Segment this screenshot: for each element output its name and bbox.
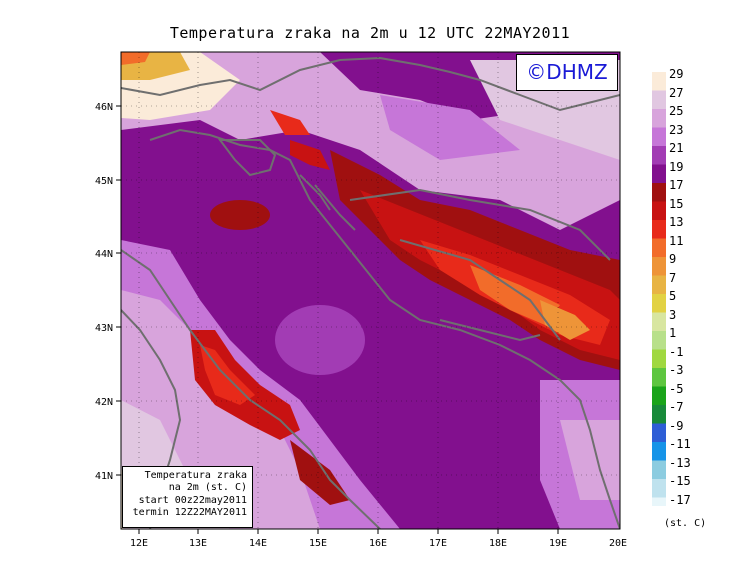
- y-tick-label: 43N: [95, 323, 113, 334]
- colorbar-swatch: [652, 72, 666, 91]
- colorbar-label: 5: [669, 289, 677, 303]
- x-tick-label: 13E: [189, 538, 207, 549]
- colorbar-label: 3: [669, 307, 677, 322]
- colorbar-swatch: [652, 220, 666, 239]
- x-tick-label: 14E: [249, 538, 267, 549]
- colorbar-swatch: [652, 349, 666, 368]
- colorbar-swatch: [652, 386, 666, 405]
- y-tick-label: 45N: [95, 176, 113, 187]
- colorbar-swatch: [652, 201, 666, 220]
- colorbar-swatch: [652, 368, 666, 387]
- colorbar-swatch: [652, 312, 666, 331]
- x-tick-label: 20E: [609, 538, 627, 549]
- colorbar-swatch: [652, 442, 666, 461]
- colorbar-label: 15: [669, 196, 684, 211]
- x-tick-label: 12E: [130, 538, 148, 549]
- colorbar-label: 13: [669, 215, 684, 229]
- y-tick-label: 41N: [95, 471, 113, 482]
- colorbar-label: 7: [669, 270, 677, 285]
- x-tick-label: 17E: [429, 538, 447, 549]
- colorbar-swatch: [652, 183, 666, 202]
- colorbar-swatch: [652, 294, 666, 313]
- colorbar-label: 1: [669, 326, 677, 340]
- colorbar-swatch: [652, 164, 666, 183]
- colorbar-swatch: [652, 257, 666, 276]
- colorbar-label: 9: [669, 252, 677, 266]
- colorbar-label: 25: [669, 104, 684, 118]
- colorbar-label: -5: [669, 381, 684, 396]
- x-tick-label: 15E: [309, 538, 327, 549]
- colorbar-swatch: [652, 109, 666, 128]
- colorbar-label: 21: [669, 141, 684, 155]
- colorbar: [652, 72, 666, 506]
- colorbar-swatch: [652, 238, 666, 257]
- info-box: Temperatura zraka na 2m (st. C) start 00…: [122, 466, 253, 528]
- colorbar-unit: (st. C): [664, 518, 707, 529]
- colorbar-swatch: [652, 331, 666, 350]
- colorbar-label: -13: [669, 455, 691, 470]
- coastlines: [121, 56, 620, 529]
- colorbar-label: -3: [669, 363, 684, 377]
- x-tick-label: 19E: [549, 538, 567, 549]
- colorbar-swatch: [652, 146, 666, 165]
- colorbar-label: 23: [669, 122, 684, 137]
- colorbar-swatch: [652, 497, 666, 506]
- x-tick-label: 18E: [489, 538, 507, 549]
- info-line: na 2m (st. C): [168, 482, 247, 494]
- colorbar-label: 27: [669, 85, 684, 100]
- colorbar-label: -17: [669, 492, 691, 507]
- colorbar-label: -15: [669, 474, 691, 488]
- colorbar-label: -7: [669, 400, 684, 414]
- colorbar-swatch: [652, 460, 666, 479]
- y-tick-label: 44N: [95, 249, 113, 260]
- plot-frame: [120, 51, 621, 530]
- colorbar-swatch: [652, 405, 666, 424]
- y-tick-label: 42N: [95, 397, 113, 408]
- colorbar-swatch: [652, 479, 666, 498]
- colorbar-label: -1: [669, 344, 684, 359]
- map-title: Temperatura zraka na 2m u 12 UTC 22MAY20…: [169, 24, 571, 42]
- info-line: start 00z22may2011: [138, 494, 247, 506]
- colorbar-label: -11: [669, 437, 691, 451]
- temperature-field: [121, 52, 620, 529]
- colorbar-swatch: [652, 127, 666, 146]
- colorbar-label: 19: [669, 159, 684, 174]
- x-tick-label: 16E: [369, 538, 387, 549]
- colorbar-swatch: [652, 275, 666, 294]
- colorbar-swatch: [652, 90, 666, 109]
- colorbar-label: -9: [669, 418, 684, 433]
- y-tick-label: 46N: [95, 102, 113, 113]
- colorbar-label: 11: [669, 233, 684, 248]
- info-line: Temperatura zraka: [144, 470, 247, 481]
- colorbar-label: 17: [669, 178, 684, 192]
- info-line: termin 12Z22MAY2011: [132, 507, 247, 519]
- colorbar-swatch: [652, 423, 666, 442]
- gridlines: [121, 52, 620, 529]
- colorbar-label: 29: [669, 67, 684, 81]
- dhmz-logo: ©DHMZ: [516, 54, 618, 91]
